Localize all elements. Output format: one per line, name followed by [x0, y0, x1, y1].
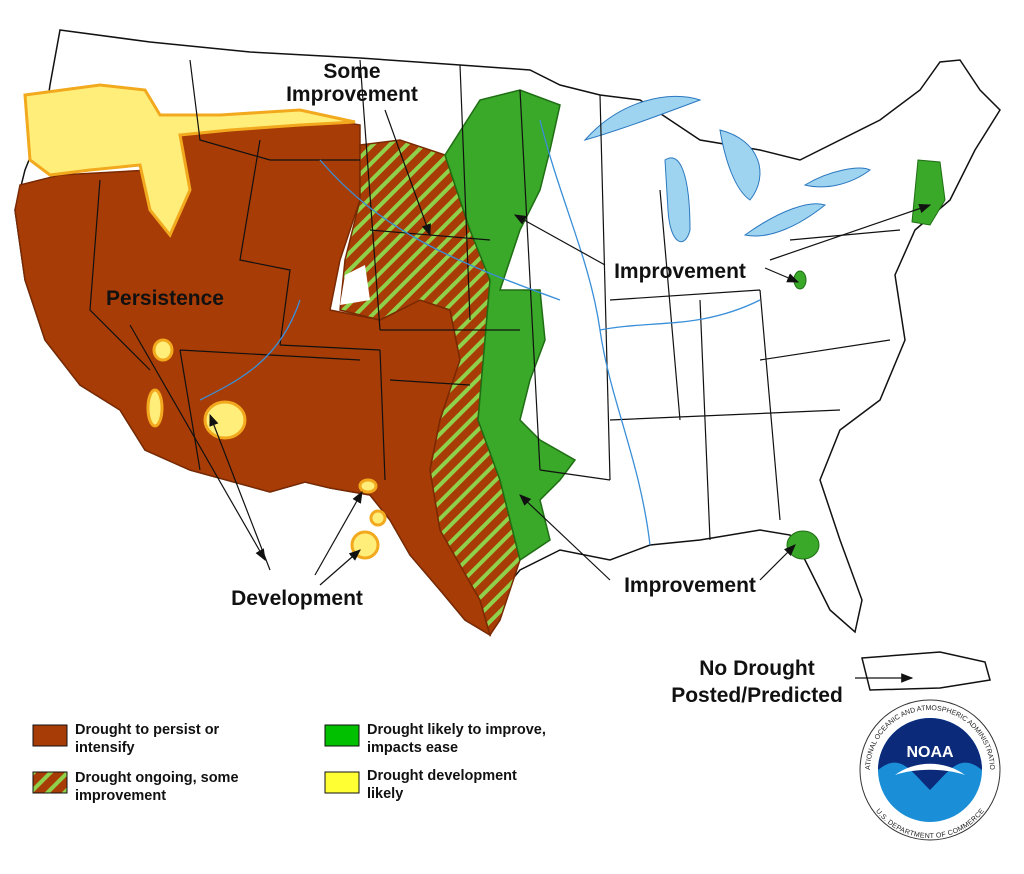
- legend-swatch: [324, 724, 360, 747]
- improvement-area: [911, 159, 946, 226]
- arrow: [513, 214, 606, 266]
- arrow: [319, 549, 361, 586]
- state-borders: [89, 59, 901, 541]
- arrow: [129, 324, 266, 562]
- legend-swatch: [32, 724, 68, 747]
- improvement-area: [444, 89, 577, 562]
- arrow: [209, 413, 271, 571]
- map-label: Improvement: [286, 83, 418, 106]
- rivers: [199, 119, 761, 546]
- logo-top: [878, 718, 982, 790]
- map-label: Improvement: [624, 574, 756, 597]
- great-lakes: [583, 95, 871, 242]
- legend-label: improvement: [75, 788, 166, 804]
- legend-label: impacts ease: [367, 740, 458, 756]
- legend-label: Drought development: [367, 768, 517, 784]
- logo-gull: [895, 763, 965, 775]
- legend: Drought to persist or intensify Drought …: [32, 722, 546, 804]
- map-label: Some: [323, 60, 380, 83]
- arrow: [769, 203, 932, 261]
- map-labels: Some Improvement Persistence Improvement…: [106, 60, 843, 707]
- map: [14, 29, 1001, 691]
- legend-label: Drought ongoing, some: [75, 770, 239, 786]
- map-label: Posted/Predicted: [671, 684, 843, 707]
- map-label: Development: [231, 587, 363, 610]
- puerto-rico: [861, 651, 991, 691]
- nebraska-gap: [340, 265, 370, 305]
- map-label: Persistence: [106, 287, 224, 310]
- legend-label: intensify: [75, 740, 135, 756]
- arrows: [129, 109, 932, 683]
- arrow: [314, 490, 363, 576]
- arrow: [384, 109, 431, 237]
- arrow: [764, 267, 800, 283]
- improvement-area: [786, 530, 820, 560]
- arrow: [519, 494, 611, 581]
- improvement-area: [793, 270, 807, 290]
- legend-label: Drought likely to improve,: [367, 722, 546, 738]
- arrow: [759, 544, 796, 581]
- map-label: No Drought: [699, 657, 814, 680]
- map-label: Improvement: [614, 260, 746, 283]
- legend-swatch: [32, 771, 68, 794]
- legend-swatch: [324, 771, 360, 794]
- legend-label: Drought to persist or: [75, 722, 220, 738]
- logo-name: NOAA: [906, 744, 954, 761]
- legend-label: likely: [367, 786, 403, 802]
